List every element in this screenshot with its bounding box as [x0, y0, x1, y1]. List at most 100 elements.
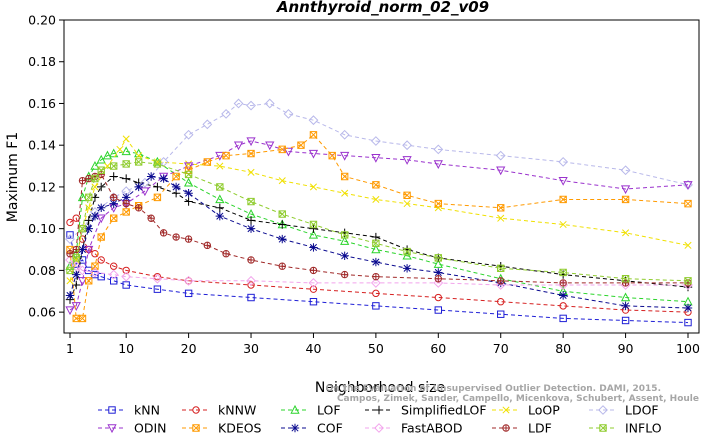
- data-point-knnw: [309, 285, 318, 293]
- series-knn: [66, 231, 692, 327]
- data-point-cof: [109, 199, 118, 208]
- series-line-lof: [69, 150, 689, 303]
- data-point-ldf: [122, 200, 130, 208]
- data-point-loop: [247, 168, 255, 176]
- data-point-cof: [171, 182, 181, 192]
- data-point-odin: [683, 181, 693, 190]
- data-point-kdeos: [340, 172, 349, 181]
- data-point-odin: [496, 166, 506, 176]
- series-line-knnw: [69, 217, 689, 313]
- legend-item-ldf: LDF: [492, 421, 552, 434]
- series-odin: [65, 137, 693, 316]
- legend-item-fastabod: FastABOD: [365, 421, 463, 434]
- x-tick-label: 20: [181, 341, 197, 356]
- data-point-inflo: [72, 254, 80, 262]
- data-point-cof: [278, 234, 287, 244]
- data-point-odin: [308, 149, 319, 159]
- data-point-simplifiedlof: [184, 197, 193, 206]
- legend-label-fastabod: FastABOD: [401, 421, 463, 434]
- data-point-lof: [402, 250, 412, 260]
- data-point-knnw: [91, 250, 99, 258]
- data-point-ldof: [433, 144, 444, 155]
- legend-item-kdeos: KDEOS: [182, 421, 262, 434]
- credit-line-2: On the Evaluation of Unsupervised Outlie…: [326, 384, 661, 394]
- data-point-odin: [433, 160, 443, 170]
- data-point-loop: [278, 177, 286, 185]
- data-point-lof: [371, 244, 381, 254]
- x-tick-label: 10: [118, 341, 134, 356]
- data-point-cof: [371, 257, 381, 267]
- legend-item-inflo: INFLO: [589, 421, 662, 434]
- data-point-knnw: [153, 272, 162, 281]
- data-point-loop: [116, 145, 124, 153]
- legend-marker-cof: [290, 423, 300, 433]
- y-tick-label: 0.10: [28, 221, 56, 236]
- data-point-fastabod: [152, 273, 163, 284]
- data-point-odin: [265, 141, 275, 151]
- data-point-kdeos: [222, 151, 230, 160]
- data-point-lof: [620, 292, 631, 302]
- x-tick-label: 70: [493, 341, 509, 356]
- data-point-ldf: [222, 250, 230, 258]
- data-point-fastabod: [108, 269, 119, 280]
- data-point-loop: [309, 183, 318, 191]
- legend-label-kdeos: KDEOS: [218, 421, 262, 434]
- data-point-inflo: [97, 166, 105, 174]
- y-tick-label: 0.20: [28, 13, 56, 28]
- data-point-inflo: [91, 174, 99, 183]
- y-axis-label: Maximum F1: [5, 132, 21, 222]
- data-point-lof: [102, 150, 113, 160]
- data-point-simplifiedlof: [121, 174, 131, 183]
- data-point-lof: [77, 192, 88, 202]
- legend-marker-kdeos: [192, 424, 200, 432]
- data-point-knnw: [434, 293, 443, 302]
- data-point-ldof: [246, 100, 256, 111]
- legend-marker-ldf: [502, 424, 510, 432]
- data-point-fastabod: [370, 278, 381, 288]
- legend-label-cof: COF: [317, 421, 343, 434]
- data-point-cof: [434, 268, 443, 277]
- data-point-lof: [215, 194, 225, 204]
- legend-marker-knnw: [192, 406, 200, 414]
- data-point-ldf: [66, 250, 74, 258]
- data-point-kdeos: [172, 172, 180, 181]
- data-point-kdeos: [97, 233, 105, 241]
- legend-label-lof: LOF: [317, 403, 341, 418]
- data-point-knn: [434, 306, 443, 314]
- y-tick-label: 0.14: [28, 138, 56, 153]
- series-line-odin: [69, 140, 689, 311]
- data-point-simplifiedlof: [97, 182, 106, 192]
- y-tick-label: 0.18: [28, 54, 56, 69]
- legend-marker-simplifiedlof: [374, 405, 384, 415]
- x-tick-label: 90: [618, 341, 634, 356]
- legend-label-ldf: LDF: [528, 421, 552, 434]
- data-point-ldof: [233, 98, 244, 109]
- data-point-inflo: [153, 160, 162, 168]
- data-point-lof: [121, 146, 131, 156]
- data-point-odin: [340, 151, 350, 161]
- legend-item-odin: ODIN: [98, 421, 167, 434]
- data-point-ldf: [372, 273, 380, 281]
- y-tick-label: 0.06: [28, 305, 56, 320]
- data-point-knn: [153, 285, 162, 293]
- legend-item-cof: COF: [281, 421, 343, 434]
- data-point-loop: [403, 200, 411, 208]
- data-point-ldof: [283, 108, 294, 119]
- data-point-ldf: [559, 279, 567, 287]
- data-point-loop: [216, 162, 224, 170]
- legend-label-loop: LoOP: [528, 403, 560, 418]
- data-point-ldof: [558, 156, 569, 167]
- data-point-ldof: [65, 234, 75, 245]
- data-point-kdeos: [91, 262, 99, 270]
- legend-marker-ldof: [598, 405, 608, 415]
- legend-marker-knn: [108, 406, 116, 414]
- data-point-odin: [71, 302, 81, 311]
- data-point-cof: [184, 188, 193, 198]
- data-point-kdeos: [497, 204, 505, 212]
- data-point-knn: [559, 314, 567, 323]
- data-point-knnw: [122, 266, 130, 275]
- series-line-fastabod: [69, 259, 688, 286]
- data-point-lof: [340, 236, 350, 245]
- data-point-fastabod: [71, 261, 82, 272]
- legend-label-knnw: kNNW: [218, 403, 256, 418]
